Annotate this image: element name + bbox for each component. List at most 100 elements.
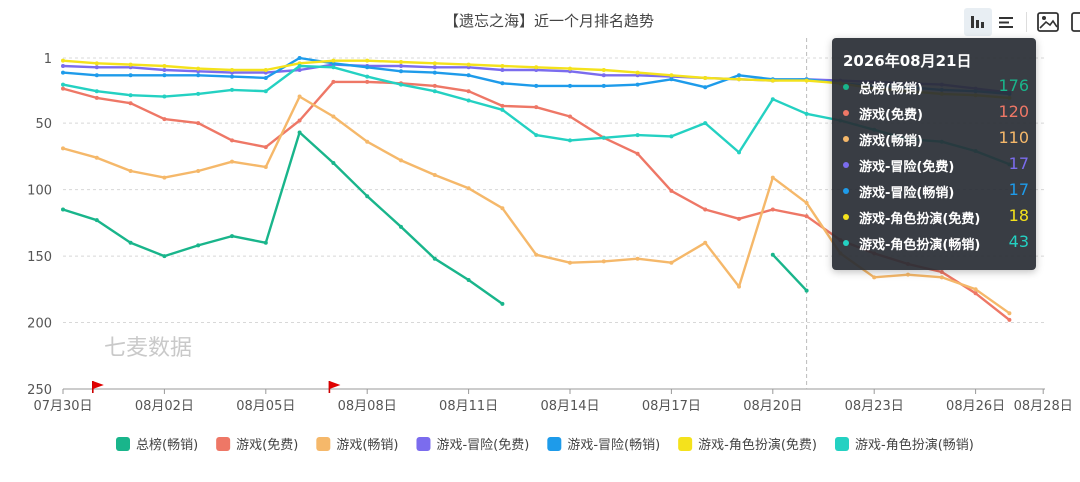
data-point[interactable]	[770, 252, 775, 257]
data-point[interactable]	[534, 252, 539, 257]
legend[interactable]: 总榜(畅销) 游戏(免费) 游戏(畅销) 游戏-冒险(免费) 游戏-冒险(畅销) 游戏-角…	[116, 437, 974, 453]
data-point[interactable]	[804, 78, 809, 83]
legend-item[interactable]: 总榜(畅销)	[116, 437, 198, 453]
data-point[interactable]	[128, 73, 133, 78]
data-point[interactable]	[568, 66, 572, 71]
image-download-icon[interactable]	[1034, 8, 1062, 36]
data-point[interactable]	[399, 63, 403, 68]
data-point[interactable]	[263, 165, 268, 170]
data-point[interactable]	[500, 103, 505, 108]
data-point[interactable]	[365, 58, 370, 63]
data-point[interactable]	[297, 67, 302, 72]
data-point[interactable]	[703, 85, 708, 90]
data-point[interactable]	[331, 161, 336, 166]
data-point[interactable]	[128, 101, 133, 106]
data-point[interactable]	[263, 89, 268, 94]
data-point[interactable]	[804, 288, 809, 293]
data-point[interactable]	[61, 146, 65, 151]
data-point[interactable]	[906, 272, 910, 277]
data-point[interactable]	[635, 82, 640, 87]
data-point[interactable]	[973, 291, 978, 296]
data-point[interactable]	[737, 150, 741, 155]
data-point[interactable]	[331, 114, 336, 119]
data-point[interactable]	[500, 107, 505, 112]
data-point[interactable]	[466, 186, 471, 191]
data-point[interactable]	[804, 200, 809, 205]
data-point[interactable]	[601, 259, 606, 264]
data-point[interactable]	[230, 67, 234, 72]
legend-item[interactable]: 游戏-角色扮演(畅销)	[835, 437, 974, 453]
data-point[interactable]	[230, 87, 234, 92]
legend-item[interactable]: 游戏-冒险(免费)	[416, 437, 529, 453]
data-point[interactable]	[804, 111, 809, 116]
data-point[interactable]	[162, 254, 167, 259]
data-point[interactable]	[635, 70, 640, 75]
data-point[interactable]	[1007, 311, 1012, 316]
data-point[interactable]	[872, 275, 877, 280]
data-point[interactable]	[365, 139, 370, 144]
data-point[interactable]	[601, 135, 606, 140]
data-point[interactable]	[399, 224, 403, 229]
data-point[interactable]	[669, 188, 674, 193]
data-point[interactable]	[500, 67, 505, 72]
data-point[interactable]	[466, 98, 471, 103]
data-point[interactable]	[432, 65, 437, 70]
data-point[interactable]	[399, 69, 403, 74]
data-point[interactable]	[94, 65, 99, 70]
data-point[interactable]	[162, 94, 167, 99]
data-point[interactable]	[94, 95, 99, 100]
data-point[interactable]	[500, 81, 505, 86]
data-point[interactable]	[162, 117, 167, 122]
data-point[interactable]	[128, 93, 133, 98]
data-point[interactable]	[770, 175, 775, 180]
data-point[interactable]	[263, 75, 268, 80]
series-line[interactable]	[771, 253, 808, 292]
data-point[interactable]	[432, 70, 437, 75]
data-point[interactable]	[1007, 317, 1012, 322]
data-point[interactable]	[770, 207, 775, 212]
data-point[interactable]	[669, 260, 674, 265]
data-point[interactable]	[297, 130, 302, 135]
series-line[interactable]	[62, 131, 504, 305]
data-point[interactable]	[297, 63, 302, 68]
data-point[interactable]	[534, 65, 539, 70]
data-point[interactable]	[162, 63, 167, 68]
data-point[interactable]	[568, 83, 572, 88]
data-point[interactable]	[601, 67, 606, 72]
data-point[interactable]	[61, 63, 65, 68]
data-point[interactable]	[770, 97, 775, 102]
data-point[interactable]	[365, 65, 370, 70]
data-point[interactable]	[669, 73, 674, 78]
data-point[interactable]	[365, 194, 370, 199]
data-point[interactable]	[635, 151, 640, 156]
legend-item[interactable]: 游戏-角色扮演(免费)	[678, 437, 817, 453]
data-point[interactable]	[399, 158, 403, 163]
data-point[interactable]	[939, 270, 944, 275]
data-point[interactable]	[297, 118, 302, 123]
data-point[interactable]	[432, 256, 437, 261]
data-point[interactable]	[94, 61, 99, 66]
data-point[interactable]	[263, 240, 268, 245]
data-point[interactable]	[331, 65, 336, 70]
bar-chart-icon[interactable]	[964, 8, 992, 36]
data-point[interactable]	[162, 73, 167, 78]
data-point[interactable]	[128, 168, 133, 173]
data-point[interactable]	[601, 83, 606, 88]
legend-item[interactable]: 游戏-冒险(畅销)	[547, 437, 660, 453]
flag-markers[interactable]	[92, 381, 341, 393]
flag-icon[interactable]	[328, 381, 341, 393]
data-point[interactable]	[94, 218, 99, 223]
data-point[interactable]	[703, 207, 708, 212]
data-point[interactable]	[61, 58, 65, 63]
data-point[interactable]	[466, 89, 471, 94]
data-point[interactable]	[703, 75, 708, 80]
data-point[interactable]	[297, 56, 302, 60]
data-point[interactable]	[365, 74, 370, 79]
data-point[interactable]	[196, 243, 201, 248]
data-point[interactable]	[973, 287, 978, 292]
data-point[interactable]	[432, 172, 437, 177]
data-point[interactable]	[162, 67, 167, 72]
data-point[interactable]	[466, 62, 471, 67]
data-point[interactable]	[230, 234, 234, 239]
data-point[interactable]	[703, 240, 708, 245]
